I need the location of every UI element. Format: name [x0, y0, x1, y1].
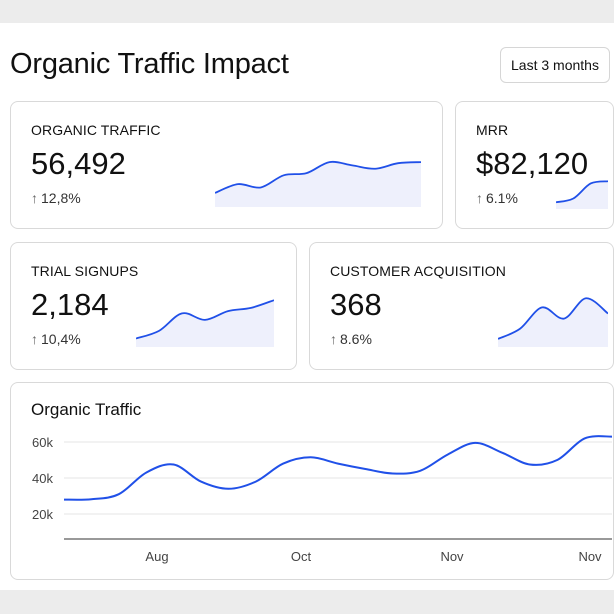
page-title: Organic Traffic Impact [10, 48, 289, 80]
kpi-delta: ↑ 10,4% [31, 331, 81, 347]
sparkline-line [215, 160, 421, 194]
x-tick-label: Nov [578, 549, 602, 564]
kpi-value: 56,492 [31, 146, 126, 181]
sparkline-line [498, 297, 608, 340]
kpi-value: 368 [330, 287, 382, 322]
kpi-delta: ↑ 8.6% [330, 331, 372, 347]
kpi-card-organic-traffic: ORGANIC TRAFFIC 56,492 ↑ 12,8% [10, 101, 443, 229]
kpi-label: MRR [476, 122, 509, 138]
x-tick-label: Oct [291, 549, 312, 564]
kpi-delta-value: 6.1% [486, 190, 518, 206]
kpi-delta: ↑ 6.1% [476, 190, 518, 206]
organic-traffic-chart-card: Organic Traffic [10, 382, 614, 580]
kpi-delta: ↑ 12,8% [31, 190, 81, 206]
series-line [63, 435, 613, 501]
kpi-label: CUSTOMER ACQUISITION [330, 263, 506, 279]
kpi-value: $82,120 [476, 146, 589, 181]
sparkline [556, 180, 608, 209]
x-tick-label: Aug [145, 549, 168, 564]
kpi-delta-value: 12,8% [41, 190, 81, 206]
arrow-up-icon: ↑ [31, 331, 38, 347]
sparkline-area [136, 300, 274, 347]
kpi-delta-value: 10,4% [41, 331, 81, 347]
chart-title: Organic Traffic [31, 400, 142, 419]
kpi-label: ORGANIC TRAFFIC [31, 122, 161, 138]
arrow-up-icon: ↑ [330, 331, 337, 347]
sparkline [215, 160, 421, 207]
kpi-label: TRIAL SIGNUPS [31, 263, 139, 279]
kpi-delta-value: 8.6% [340, 331, 372, 347]
kpi-value: 2,184 [31, 287, 109, 322]
x-tick-label: Nov [440, 549, 464, 564]
kpi-card-trial-signups: TRIAL SIGNUPS 2,184 ↑ 10,4% [10, 242, 297, 370]
y-tick-label: 60k [32, 435, 53, 450]
sparkline [498, 297, 608, 347]
kpi-card-mrr: MRR $82,120 ↑ 6.1% [455, 101, 614, 229]
sparkline-area [215, 161, 421, 207]
date-range-dropdown[interactable]: Last 3 months [500, 47, 610, 83]
sparkline-line [136, 299, 274, 340]
arrow-up-icon: ↑ [476, 190, 483, 206]
sparkline-area [498, 298, 608, 347]
kpi-card-customer-acquisition: CUSTOMER ACQUISITION 368 ↑ 8.6% [309, 242, 614, 370]
y-tick-label: 20k [32, 507, 53, 522]
organic-traffic-chart: 20k 40k 60k Aug Oct Nov Nov [32, 435, 613, 564]
arrow-up-icon: ↑ [31, 190, 38, 206]
sparkline-area [556, 181, 608, 209]
sparkline [136, 299, 274, 347]
y-tick-label: 40k [32, 471, 53, 486]
sparkline-line [556, 180, 608, 204]
